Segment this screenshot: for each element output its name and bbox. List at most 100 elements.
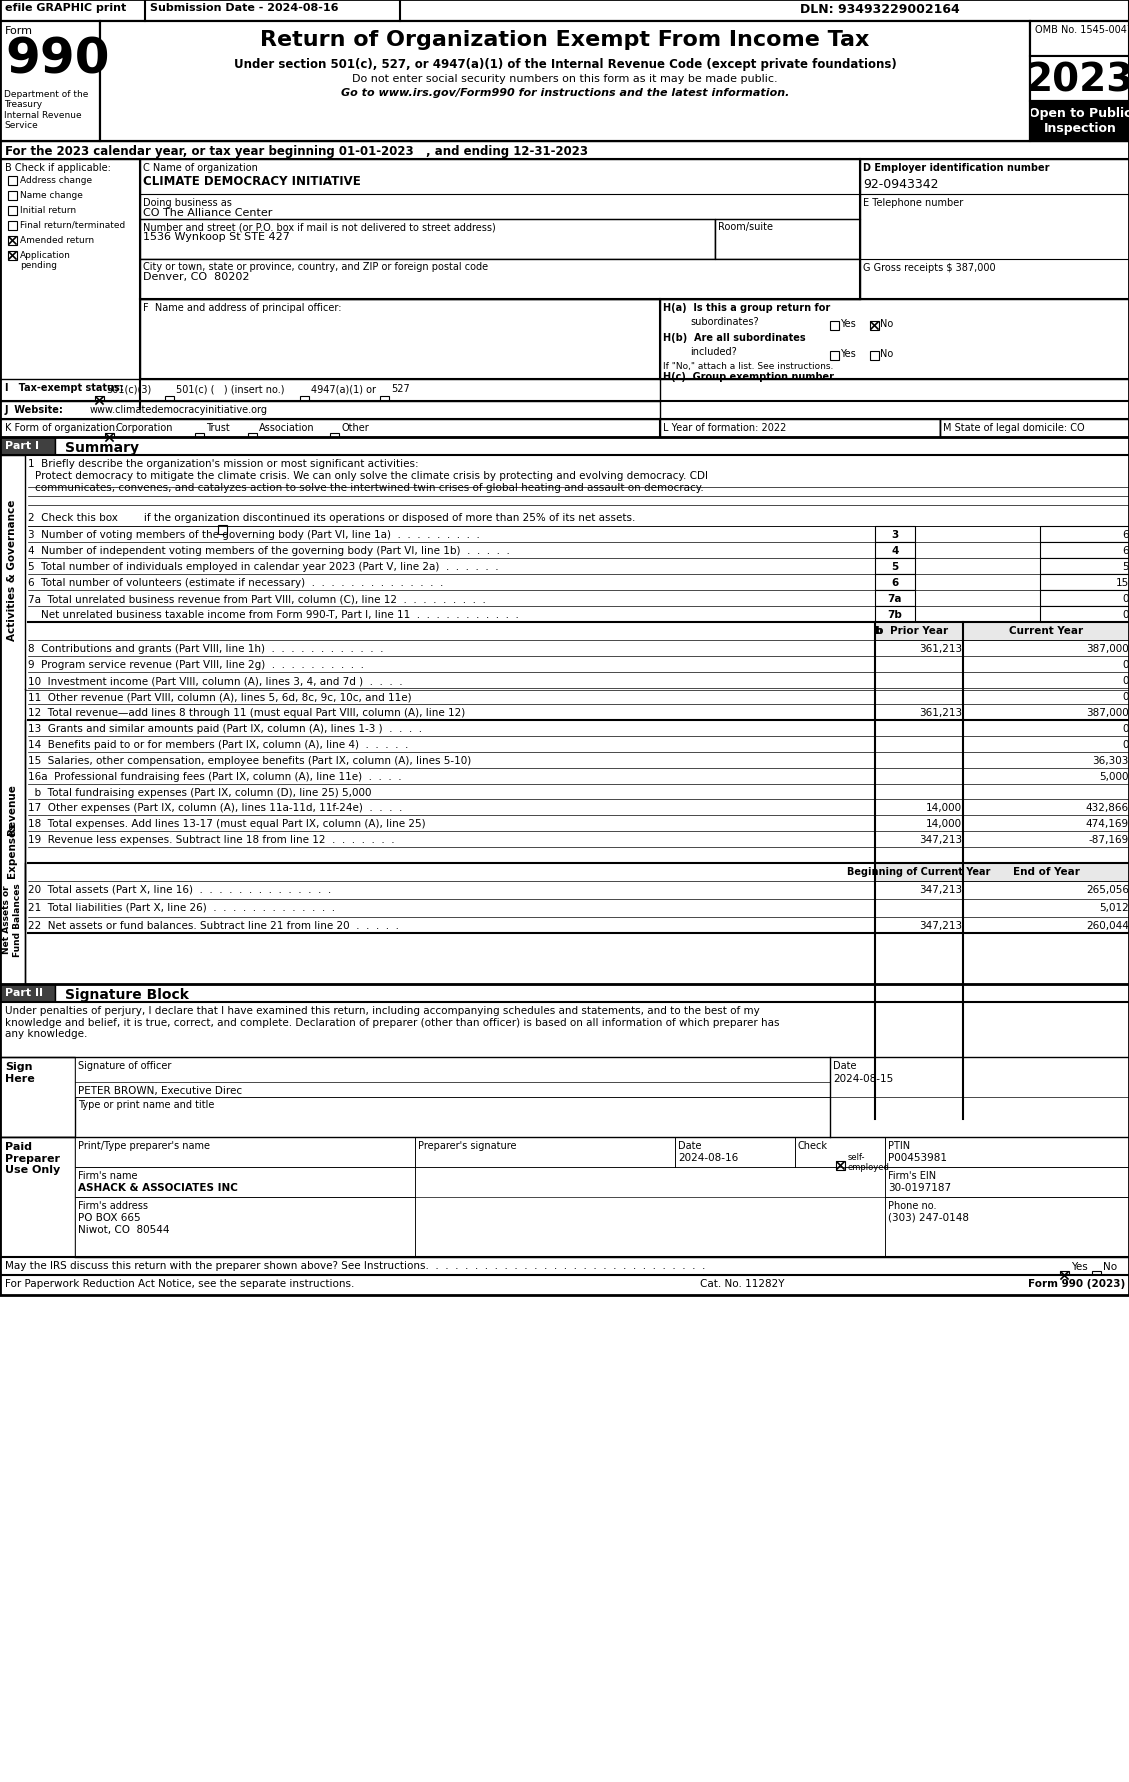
- Bar: [140, 219, 715, 260]
- Text: Date: Date: [833, 1060, 857, 1071]
- Text: May the IRS discuss this return with the preparer shown above? See Instructions.: May the IRS discuss this return with the…: [5, 1260, 706, 1271]
- Text: 22  Net assets or fund balances. Subtract line 21 from line 20  .  .  .  .  .: 22 Net assets or fund balances. Subtract…: [28, 921, 399, 930]
- Text: PTIN: PTIN: [889, 1140, 910, 1151]
- Bar: [1040, 527, 1129, 544]
- Text: 6: 6: [1122, 529, 1129, 540]
- Text: 14,000: 14,000: [926, 802, 962, 813]
- Text: 9  Program service revenue (Part VIII, line 2g)  .  .  .  .  .  .  .  .  .  .: 9 Program service revenue (Part VIII, li…: [28, 659, 364, 670]
- Text: 30-0197187: 30-0197187: [889, 1181, 951, 1192]
- Text: ASHACK & ASSOCIATES INC: ASHACK & ASSOCIATES INC: [78, 1181, 238, 1192]
- Text: No: No: [879, 349, 893, 358]
- Text: Part II: Part II: [5, 987, 43, 998]
- Text: No: No: [1103, 1262, 1117, 1271]
- Text: Go to www.irs.gov/Form990 for instructions and the latest information.: Go to www.irs.gov/Form990 for instructio…: [341, 87, 789, 98]
- Text: M State of legal domicile: CO: M State of legal domicile: CO: [943, 422, 1085, 433]
- Text: F  Name and address of principal officer:: F Name and address of principal officer:: [143, 303, 341, 314]
- Bar: [55, 984, 1129, 1003]
- Text: 347,213: 347,213: [919, 921, 962, 930]
- Text: For the 2023 calendar year, or tax year beginning 01-01-2023   , and ending 12-3: For the 2023 calendar year, or tax year …: [5, 144, 588, 159]
- Bar: [1040, 590, 1129, 606]
- Text: Name change: Name change: [20, 191, 82, 200]
- Bar: [195, 433, 204, 442]
- Text: C Name of organization: C Name of organization: [143, 162, 257, 173]
- Bar: [0, 0, 1129, 21]
- Text: 501(c) (   ) (insert no.): 501(c) ( ) (insert no.): [176, 383, 285, 394]
- Bar: [885, 1167, 1129, 1198]
- Text: Signature of officer: Signature of officer: [78, 1060, 172, 1071]
- Text: 361,213: 361,213: [919, 643, 962, 654]
- Text: 6: 6: [892, 577, 899, 588]
- Bar: [248, 433, 257, 442]
- Text: included?: included?: [690, 347, 737, 356]
- Text: Firm's name: Firm's name: [78, 1171, 138, 1180]
- Bar: [875, 622, 963, 642]
- Text: Yes: Yes: [840, 319, 856, 330]
- Text: 2024-08-15: 2024-08-15: [833, 1073, 893, 1083]
- Text: 2024-08-16: 2024-08-16: [679, 1153, 738, 1162]
- Text: 7a  Total unrelated business revenue from Part VIII, column (C), line 12  .  .  : 7a Total unrelated business revenue from…: [28, 593, 485, 604]
- Bar: [830, 1057, 1129, 1098]
- Bar: [1030, 102, 1129, 143]
- Bar: [8, 223, 17, 232]
- Text: Do not enter social security numbers on this form as it may be made public.: Do not enter social security numbers on …: [352, 75, 778, 84]
- Bar: [835, 1162, 844, 1171]
- Bar: [0, 401, 660, 421]
- Bar: [715, 219, 860, 260]
- Text: 4: 4: [891, 545, 899, 556]
- Text: 19  Revenue less expenses. Subtract line 18 from line 12  .  .  .  .  .  .  .: 19 Revenue less expenses. Subtract line …: [28, 834, 395, 845]
- Text: 387,000: 387,000: [1086, 643, 1129, 654]
- Text: (303) 247-0148: (303) 247-0148: [889, 1212, 969, 1222]
- Text: b  Total fundraising expenses (Part IX, column (D), line 25) 5,000: b Total fundraising expenses (Part IX, c…: [28, 788, 371, 798]
- Text: Firm's address: Firm's address: [78, 1201, 148, 1210]
- Text: 5,000: 5,000: [1100, 772, 1129, 782]
- Bar: [140, 260, 860, 299]
- Text: 0: 0: [1122, 691, 1129, 702]
- Text: Department of the
Treasury
Internal Revenue
Service: Department of the Treasury Internal Reve…: [5, 89, 88, 130]
- Bar: [875, 590, 914, 606]
- Bar: [75, 1198, 415, 1258]
- Text: 20  Total assets (Part X, line 16)  .  .  .  .  .  .  .  .  .  .  .  .  .  .: 20 Total assets (Part X, line 16) . . . …: [28, 884, 331, 895]
- Bar: [25, 456, 1129, 691]
- Text: CLIMATE DEMOCRACY INITIATIVE: CLIMATE DEMOCRACY INITIATIVE: [143, 175, 361, 187]
- Text: 5: 5: [1122, 561, 1129, 572]
- Text: Revenue: Revenue: [7, 784, 17, 836]
- Bar: [0, 1258, 1129, 1276]
- Bar: [875, 606, 914, 622]
- Bar: [875, 527, 914, 544]
- Text: 5,012: 5,012: [1100, 902, 1129, 912]
- Text: 12  Total revenue—add lines 8 through 11 (must equal Part VIII, column (A), line: 12 Total revenue—add lines 8 through 11 …: [28, 707, 465, 718]
- Text: Yes: Yes: [1071, 1262, 1087, 1271]
- Text: 347,213: 347,213: [919, 834, 962, 845]
- Bar: [0, 438, 55, 456]
- Text: 36,303: 36,303: [1093, 756, 1129, 766]
- Bar: [1040, 544, 1129, 560]
- Text: PO BOX 665: PO BOX 665: [78, 1212, 141, 1222]
- Bar: [0, 1003, 1129, 1057]
- Text: www.climatedemocracyinitiative.org: www.climatedemocracyinitiative.org: [90, 405, 268, 415]
- Text: 347,213: 347,213: [919, 884, 962, 895]
- Text: DLN: 93493229002164: DLN: 93493229002164: [800, 4, 960, 16]
- Text: 387,000: 387,000: [1086, 707, 1129, 718]
- Text: Prior Year: Prior Year: [890, 625, 948, 636]
- Text: 11  Other revenue (Part VIII, column (A), lines 5, 6d, 8c, 9c, 10c, and 11e): 11 Other revenue (Part VIII, column (A),…: [28, 691, 412, 702]
- Text: 14,000: 14,000: [926, 818, 962, 829]
- Text: B Check if applicable:: B Check if applicable:: [5, 162, 111, 173]
- Text: City or town, state or province, country, and ZIP or foreign postal code: City or town, state or province, country…: [143, 262, 488, 273]
- Bar: [140, 160, 860, 260]
- Text: 6: 6: [1122, 545, 1129, 556]
- Text: H(a)  Is this a group return for: H(a) Is this a group return for: [663, 303, 830, 314]
- Text: Cat. No. 11282Y: Cat. No. 11282Y: [700, 1278, 785, 1288]
- Text: Protect democracy to mitigate the climate crisis. We can only solve the climate : Protect democracy to mitigate the climat…: [35, 470, 708, 492]
- Text: Under penalties of perjury, I declare that I have examined this return, includin: Under penalties of perjury, I declare th…: [5, 1005, 779, 1039]
- Bar: [675, 1137, 795, 1167]
- Text: Address change: Address change: [20, 176, 93, 185]
- Bar: [330, 433, 339, 442]
- Text: No: No: [879, 319, 893, 330]
- Text: Form 990 (2023): Form 990 (2023): [1027, 1278, 1124, 1288]
- Text: Application
pending: Application pending: [20, 251, 71, 271]
- Text: 5  Total number of individuals employed in calendar year 2023 (Part V, line 2a) : 5 Total number of individuals employed i…: [28, 561, 499, 572]
- Bar: [660, 299, 1129, 380]
- Bar: [140, 299, 660, 380]
- Text: Room/suite: Room/suite: [718, 223, 773, 232]
- Text: 3  Number of voting members of the governing body (Part VI, line 1a)  .  .  .  .: 3 Number of voting members of the govern…: [28, 529, 480, 540]
